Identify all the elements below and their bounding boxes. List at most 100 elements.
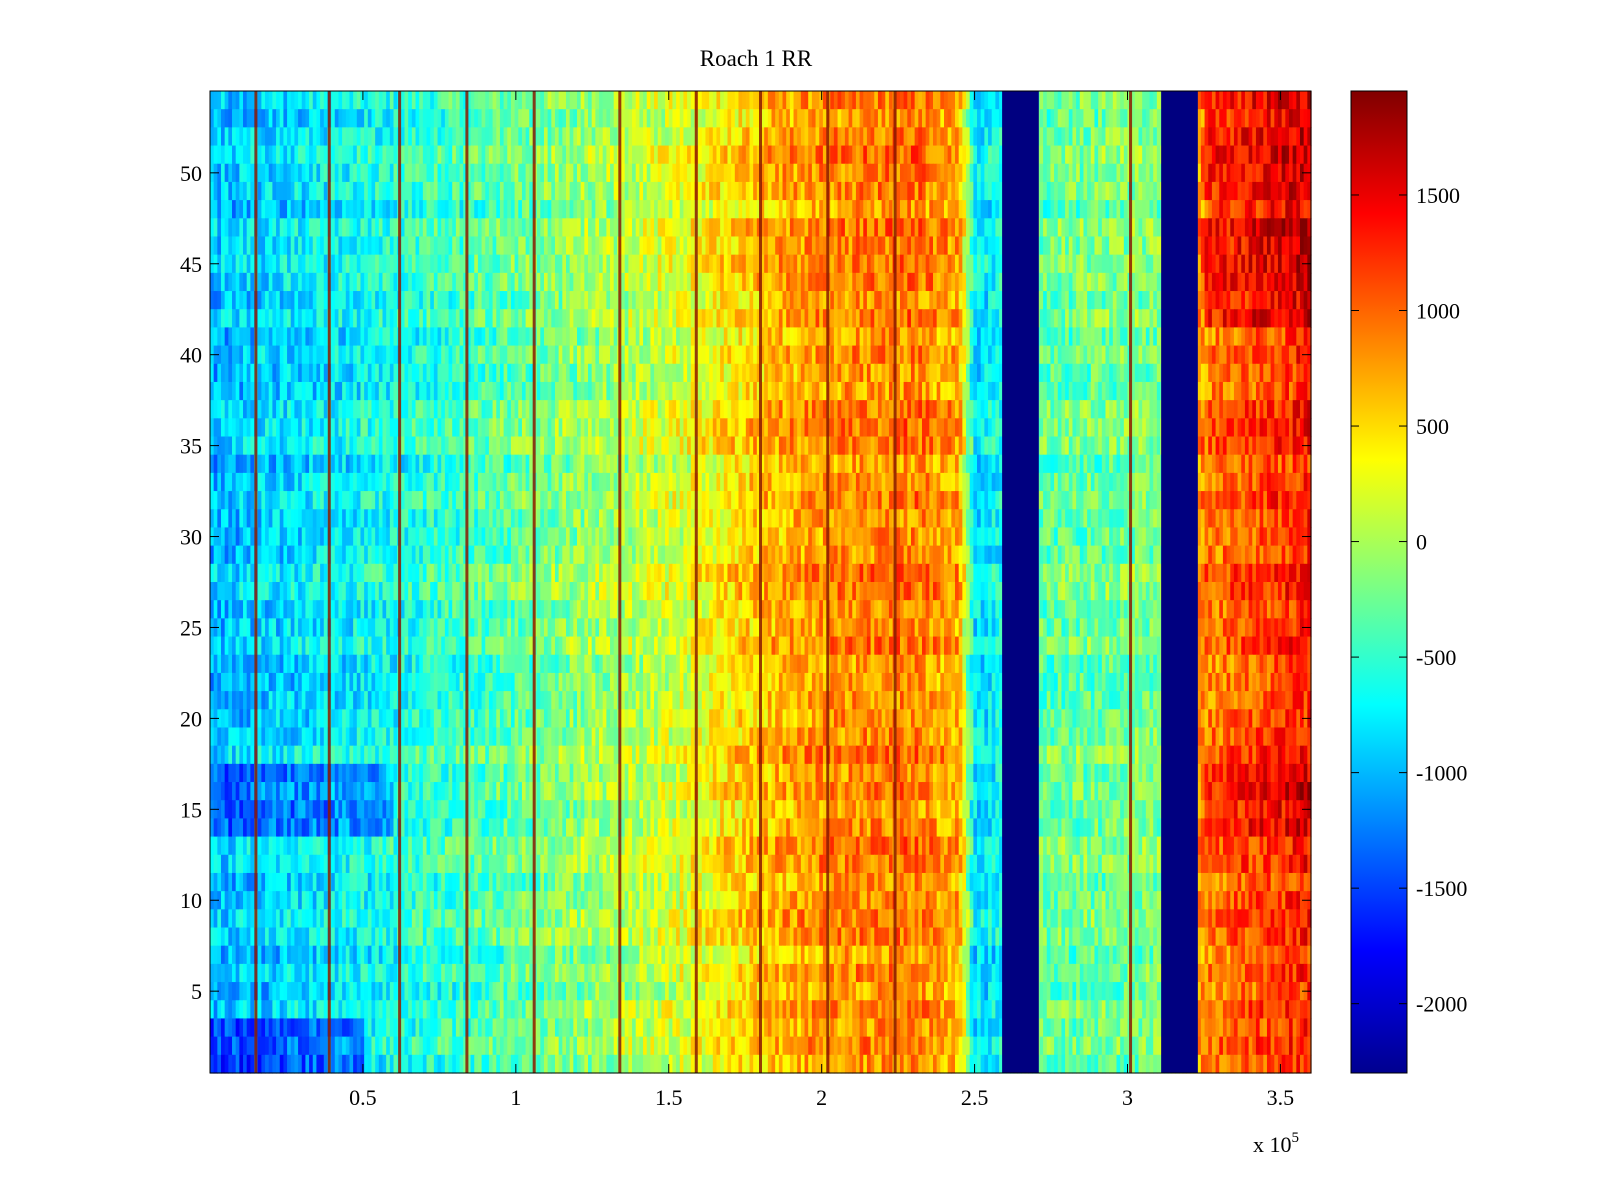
heatmap-cell <box>1244 327 1250 347</box>
heatmap-cell <box>767 145 773 165</box>
heatmap-cell <box>797 181 802 201</box>
heatmap-cell <box>463 381 468 401</box>
heatmap-cell <box>554 109 560 128</box>
heatmap-cell <box>265 145 270 165</box>
heatmap-cell <box>1270 236 1275 256</box>
heatmap-cell <box>999 345 1004 365</box>
heatmap-cell <box>602 291 607 310</box>
heatmap-cell <box>1120 291 1125 310</box>
heatmap-cell <box>320 200 325 219</box>
heatmap-cell <box>782 236 787 256</box>
heatmap-cell <box>459 363 464 383</box>
heatmap-cell <box>573 381 578 401</box>
heatmap-cell <box>246 254 251 274</box>
heatmap-cell <box>279 127 284 147</box>
heatmap-cell <box>1098 200 1103 219</box>
heatmap-cell <box>690 145 696 165</box>
heatmap-cell <box>800 345 806 365</box>
heatmap-cell <box>918 91 923 110</box>
heatmap-cell <box>232 254 237 274</box>
heatmap-cell <box>1226 272 1231 292</box>
heatmap-cell <box>356 127 362 147</box>
heatmap-cell <box>837 200 842 219</box>
heatmap-cell <box>232 272 237 292</box>
heatmap-cell <box>316 163 321 183</box>
heatmap-cell <box>1123 254 1129 274</box>
heatmap-cell <box>628 145 633 165</box>
heatmap-cell <box>573 218 578 238</box>
heatmap-cell <box>323 109 329 128</box>
heatmap-cell <box>966 327 971 347</box>
heatmap-cell <box>947 181 952 201</box>
heatmap-cell <box>367 327 373 347</box>
heatmap-cell <box>518 363 523 383</box>
heatmap-cell <box>444 127 450 147</box>
heatmap-cell <box>433 109 439 128</box>
heatmap-cell <box>279 91 284 110</box>
heatmap-cell <box>577 254 582 274</box>
heatmap-cell <box>485 327 490 347</box>
heatmap-cell <box>753 363 758 383</box>
heatmap-cell <box>221 254 226 274</box>
heatmap-cell <box>444 309 450 329</box>
heatmap-cell <box>1061 145 1066 165</box>
heatmap-cell <box>477 145 483 165</box>
heatmap-cell <box>261 236 266 256</box>
heatmap-cell <box>1200 254 1206 274</box>
heatmap-cell <box>1120 127 1125 147</box>
heatmap-cell <box>1219 327 1224 347</box>
heatmap-cell <box>1076 181 1081 201</box>
heatmap-cell <box>701 381 707 401</box>
heatmap-cell <box>1057 109 1063 128</box>
heatmap-cell <box>1138 309 1143 329</box>
heatmap-cell <box>951 200 956 219</box>
heatmap-cell <box>1057 254 1063 274</box>
heatmap-cell <box>925 91 930 110</box>
heatmap-cell <box>1233 218 1239 238</box>
heatmap-cell <box>257 363 262 383</box>
heatmap-cell <box>562 236 567 256</box>
heatmap-cell <box>914 272 919 292</box>
heatmap-cell <box>1200 363 1206 383</box>
heatmap-cell <box>415 218 420 238</box>
heatmap-cell <box>426 109 431 128</box>
heatmap-cell <box>613 109 618 128</box>
heatmap-cell <box>731 381 736 401</box>
heatmap-cell <box>232 345 237 365</box>
heatmap-cell <box>1145 200 1151 219</box>
heatmap-cell <box>610 181 615 201</box>
heatmap-cell <box>932 181 938 201</box>
heatmap-cell <box>514 309 519 329</box>
heatmap-cell <box>1237 363 1242 383</box>
heatmap-cell <box>503 254 508 274</box>
heatmap-cell <box>463 181 468 201</box>
heatmap-cell <box>815 200 820 219</box>
heatmap-cell <box>716 272 721 292</box>
heatmap-cell <box>547 327 552 347</box>
heatmap-cell <box>837 127 842 147</box>
heatmap-cell <box>448 145 453 165</box>
heatmap-cell <box>492 163 497 183</box>
heatmap-cell <box>852 200 857 219</box>
heatmap-cell <box>1065 127 1070 147</box>
heatmap-cell <box>775 236 780 256</box>
heatmap-cell <box>896 254 901 274</box>
heatmap-cell <box>1138 127 1143 147</box>
heatmap-cell <box>415 345 420 365</box>
heatmap-cell <box>543 381 549 401</box>
heatmap-cell <box>914 236 919 256</box>
heatmap-cell <box>819 381 824 401</box>
heatmap-cell <box>595 363 600 383</box>
heatmap-cell <box>800 327 806 347</box>
heatmap-cell <box>1131 309 1136 329</box>
heatmap-cell <box>1145 345 1151 365</box>
heatmap-cell <box>610 309 615 329</box>
heatmap-cell <box>654 272 659 292</box>
heatmap-cell <box>833 127 839 147</box>
heatmap-cell <box>999 327 1004 347</box>
heatmap-cell <box>866 381 872 401</box>
heatmap-cell <box>1156 363 1162 383</box>
heatmap-cell <box>833 381 839 401</box>
heatmap-cell <box>1142 127 1147 147</box>
heatmap-cell <box>705 272 710 292</box>
